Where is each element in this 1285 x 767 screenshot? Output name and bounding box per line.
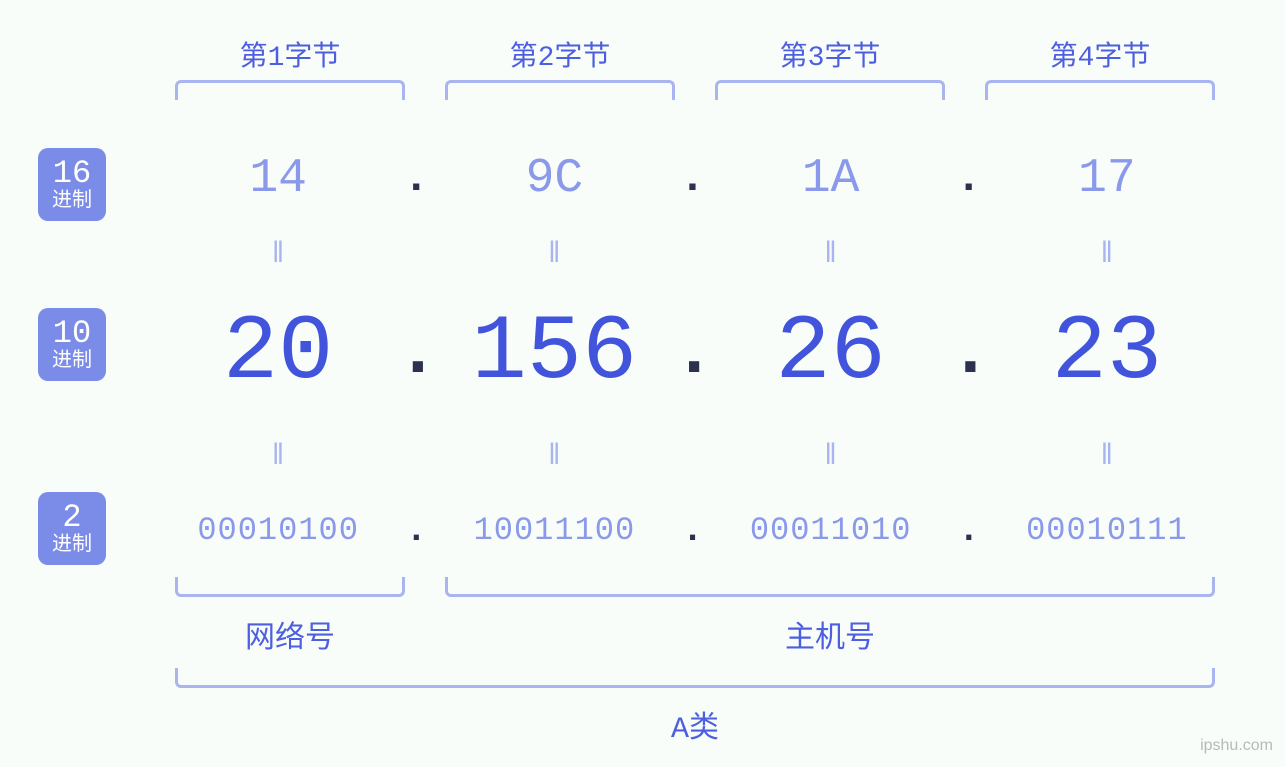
badge-hex-num: 16: [52, 156, 92, 191]
watermark: ipshu.com: [1200, 737, 1273, 755]
eq-1-4: ‖: [989, 236, 1225, 270]
hex-octet-3: 1A: [713, 152, 949, 206]
equals-row-dec-bin: ‖ ‖ ‖ ‖: [160, 438, 1225, 472]
bin-octet-4: 00010111: [989, 512, 1225, 549]
ip-diagram: 第1字节 第2字节 第3字节 第4字节 16 进制 10 进制 2 进制 14 …: [0, 0, 1285, 767]
bracket-class: [175, 668, 1215, 688]
badge-hex-label: 进制: [52, 191, 92, 213]
dec-octet-1: 20: [160, 300, 396, 405]
hex-row: 14 . 9C . 1A . 17: [160, 152, 1225, 206]
byte-label-1: 第1字节: [175, 34, 405, 74]
eq-2-1: ‖: [160, 438, 396, 472]
bin-dot-1: .: [396, 510, 436, 551]
dec-octet-2: 156: [436, 300, 672, 405]
byte-label-2: 第2字节: [445, 34, 675, 74]
bin-dot-3: .: [949, 510, 989, 551]
dec-octet-4: 23: [989, 300, 1225, 405]
eq-1-2: ‖: [436, 236, 672, 270]
hex-octet-1: 14: [160, 152, 396, 206]
badge-hex: 16 进制: [38, 148, 106, 221]
badge-bin: 2 进制: [38, 492, 106, 565]
bin-octet-3: 00011010: [713, 512, 949, 549]
top-bracket-4: [985, 80, 1215, 100]
hex-dot-3: .: [949, 154, 989, 204]
top-bracket-3: [715, 80, 945, 100]
bin-row: 00010100 . 10011100 . 00011010 . 0001011…: [160, 510, 1225, 551]
eq-2-2: ‖: [436, 438, 672, 472]
top-bracket-2: [445, 80, 675, 100]
bin-octet-2: 10011100: [436, 512, 672, 549]
hex-octet-4: 17: [989, 152, 1225, 206]
byte-label-4: 第4字节: [985, 34, 1215, 74]
badge-dec-label: 进制: [52, 351, 92, 373]
label-class: A类: [175, 702, 1215, 747]
bracket-network: [175, 577, 405, 597]
dec-row: 20 . 156 . 26 . 23: [160, 300, 1225, 405]
byte-label-3: 第3字节: [715, 34, 945, 74]
bin-octet-1: 00010100: [160, 512, 396, 549]
badge-bin-label: 进制: [52, 535, 92, 557]
badge-bin-num: 2: [52, 500, 92, 535]
hex-dot-2: .: [673, 154, 713, 204]
eq-2-3: ‖: [713, 438, 949, 472]
dec-dot-3: .: [949, 312, 989, 394]
eq-1-3: ‖: [713, 236, 949, 270]
equals-row-hex-dec: ‖ ‖ ‖ ‖: [160, 236, 1225, 270]
eq-2-4: ‖: [989, 438, 1225, 472]
dec-octet-3: 26: [713, 300, 949, 405]
dec-dot-1: .: [396, 312, 436, 394]
top-bracket-1: [175, 80, 405, 100]
eq-1-1: ‖: [160, 236, 396, 270]
hex-dot-1: .: [396, 154, 436, 204]
bin-dot-2: .: [673, 510, 713, 551]
dec-dot-2: .: [673, 312, 713, 394]
badge-dec-num: 10: [52, 316, 92, 351]
label-host: 主机号: [445, 612, 1215, 657]
hex-octet-2: 9C: [436, 152, 672, 206]
bracket-host: [445, 577, 1215, 597]
badge-dec: 10 进制: [38, 308, 106, 381]
label-network: 网络号: [175, 612, 405, 657]
